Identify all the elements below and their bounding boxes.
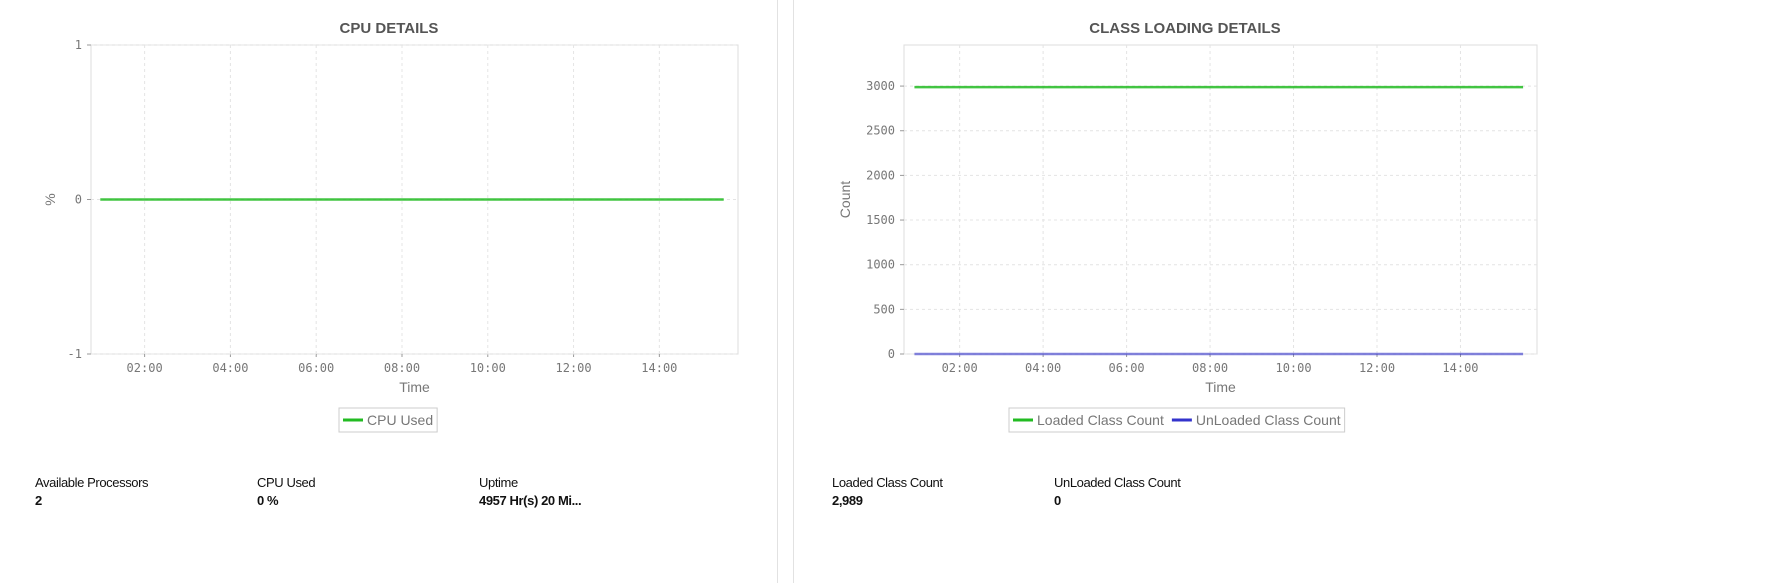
legend-box: [1008, 407, 1346, 433]
chart-title: CPU DETAILS: [340, 20, 439, 37]
x-tick-label: 04:00: [212, 361, 248, 375]
stat-available-processors: Available Processors 2: [35, 475, 149, 508]
x-tick-label: 08:00: [1192, 361, 1228, 375]
stat-unloaded-class-count: UnLoaded Class Count 0: [1054, 475, 1181, 508]
x-tick-label: 10:00: [1275, 361, 1311, 375]
x-tick-label: 12:00: [556, 361, 592, 375]
x-tick-label: 12:00: [1359, 361, 1395, 375]
cpu-details-chart: CPU DETAILS 02:00 04:00 06:00 08:00 10:00 12:0…: [42, 20, 739, 433]
legend-box: [338, 407, 438, 433]
y-tick-label: 3000: [866, 79, 895, 93]
stat-value: 4957 Hr(s) 20 Mi...: [479, 493, 582, 508]
x-tick-label: 14:00: [641, 361, 677, 375]
stat-uptime: Uptime 4957 Hr(s) 20 Mi...: [479, 475, 582, 508]
y-axis-label: Count: [837, 181, 853, 218]
y-tick-label: 2500: [866, 124, 895, 138]
chart-title: CLASS LOADING DETAILS: [1089, 20, 1280, 37]
legend-label: CPU Used: [367, 412, 433, 428]
x-axis-label: Time: [1205, 379, 1236, 395]
x-tick-label: 10:00: [470, 361, 506, 375]
legend-label: Loaded Class Count: [1037, 412, 1164, 428]
stat-value: 2,989: [832, 493, 863, 508]
y-tick-label: 1: [75, 38, 82, 52]
y-tick-label: 2000: [866, 168, 895, 182]
y-tick-label: -1: [68, 347, 82, 361]
panel-divider: [793, 0, 794, 583]
stat-loaded-class-count: Loaded Class Count 2,989: [832, 475, 943, 508]
x-tick-label: 14:00: [1442, 361, 1478, 375]
x-tick-label: 02:00: [942, 361, 978, 375]
class-loading-details-chart: CLASS LOADING DETAILS 02:00 04:00 06:00 08:0…: [837, 20, 1538, 433]
stat-label: CPU Used: [257, 475, 316, 490]
plot-area: [903, 44, 1538, 355]
x-tick-label: 08:00: [384, 361, 420, 375]
stat-label: UnLoaded Class Count: [1054, 475, 1181, 490]
y-tick-label: 1000: [866, 258, 895, 272]
stat-value: 0 %: [257, 493, 279, 508]
panel-divider: [777, 0, 778, 583]
x-tick-label: 06:00: [298, 361, 334, 375]
stat-label: Uptime: [479, 475, 518, 490]
y-tick-label: 0: [75, 193, 82, 207]
y-tick-label: 0: [888, 347, 895, 361]
y-axis-label: %: [42, 193, 58, 205]
y-tick-label: 1500: [866, 213, 895, 227]
x-tick-label: 06:00: [1109, 361, 1145, 375]
x-axis-label: Time: [399, 379, 430, 395]
x-tick-label: 04:00: [1025, 361, 1061, 375]
x-tick-label: 02:00: [127, 361, 163, 375]
stat-value: 0: [1054, 493, 1061, 508]
stat-cpu-used: CPU Used 0 %: [257, 475, 316, 508]
stat-label: Loaded Class Count: [832, 475, 943, 490]
stat-label: Available Processors: [35, 475, 149, 490]
legend-label: UnLoaded Class Count: [1196, 412, 1341, 428]
stat-value: 2: [35, 493, 42, 508]
y-tick-label: 500: [873, 302, 895, 316]
